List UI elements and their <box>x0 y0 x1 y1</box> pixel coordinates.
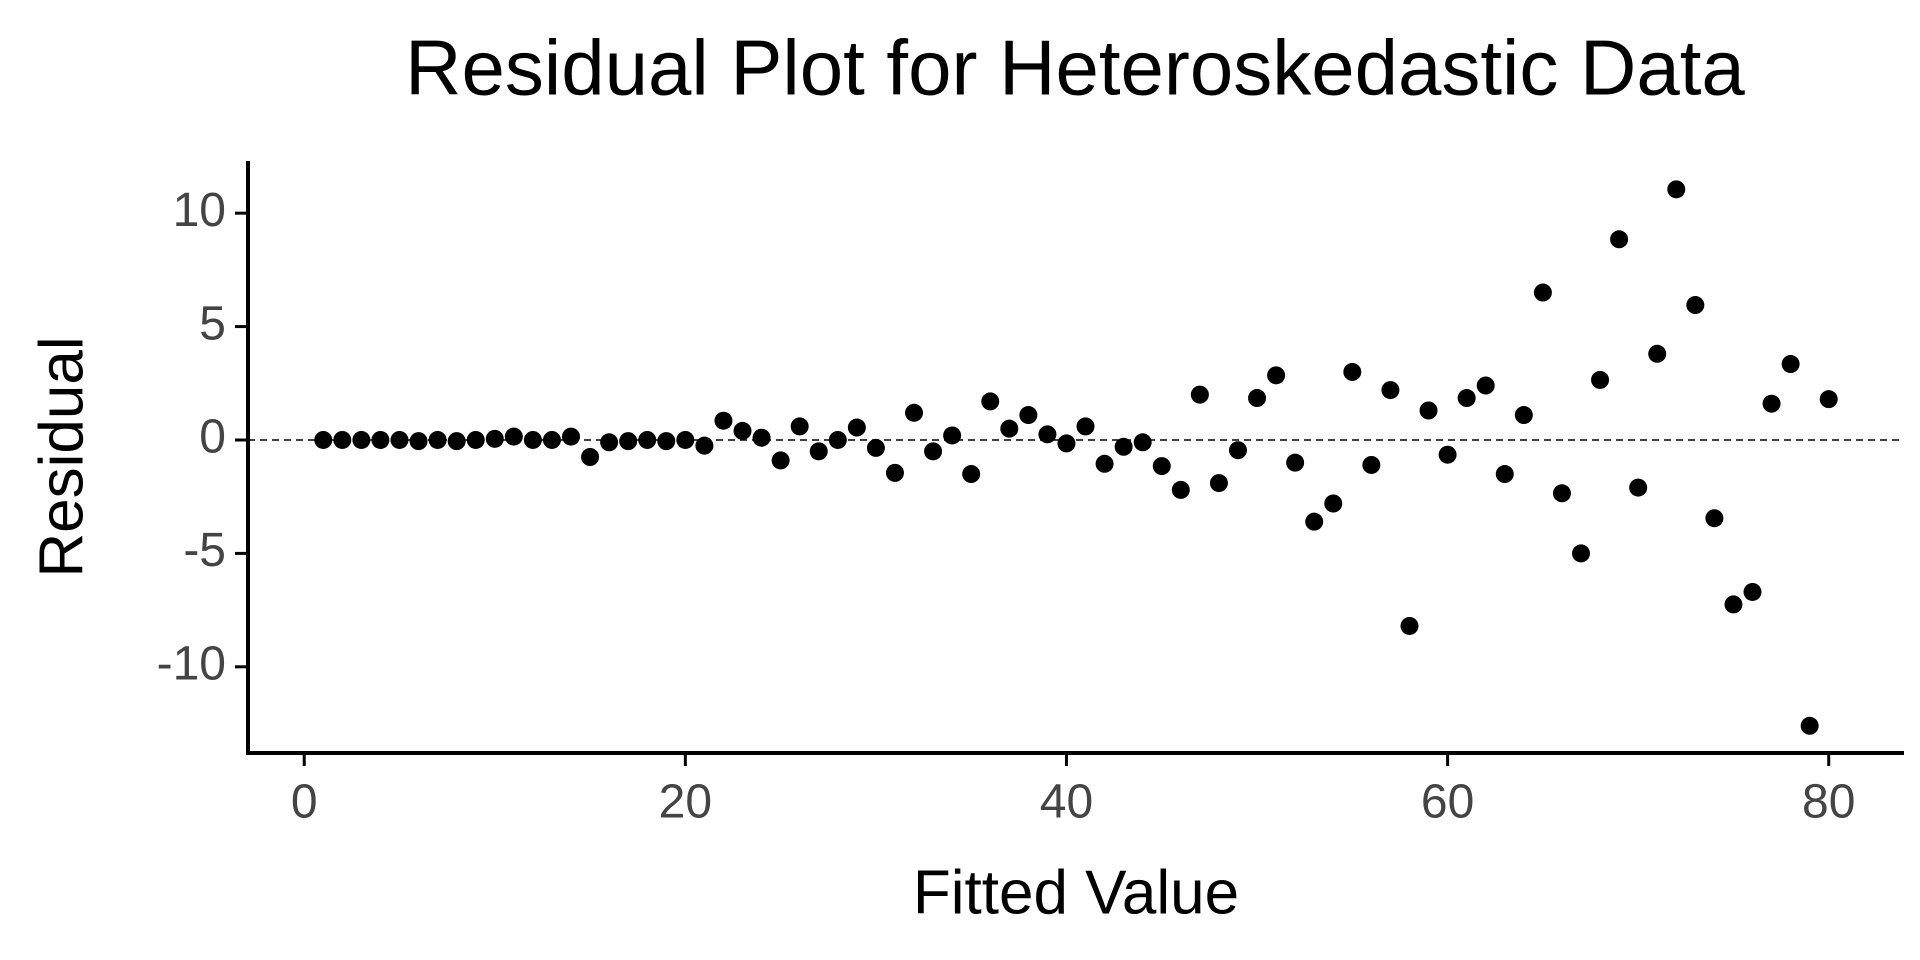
point <box>1228 441 1247 460</box>
point <box>1038 425 1057 444</box>
point <box>619 432 638 451</box>
point <box>447 432 466 451</box>
point <box>1743 582 1762 601</box>
y-tick-label: -10 <box>157 637 226 690</box>
point <box>1209 474 1228 493</box>
point <box>485 429 504 448</box>
point <box>1667 180 1686 199</box>
point <box>1552 484 1571 503</box>
point <box>1648 344 1667 363</box>
point <box>1324 494 1343 513</box>
point <box>1514 406 1533 425</box>
point <box>733 421 752 440</box>
point <box>314 430 333 449</box>
point <box>905 403 924 422</box>
point <box>1591 370 1610 389</box>
y-tick-label: 10 <box>173 184 226 237</box>
point <box>1400 616 1419 635</box>
x-tick-label: 80 <box>1802 776 1855 829</box>
point <box>466 430 485 449</box>
x-axis-label: Fitted Value <box>913 858 1239 927</box>
y-tick-label: -5 <box>183 524 226 577</box>
point <box>1152 457 1171 476</box>
point <box>1362 455 1381 474</box>
point <box>371 430 390 449</box>
point <box>1133 433 1152 452</box>
point <box>1781 355 1800 374</box>
point <box>657 432 676 451</box>
point <box>1419 401 1438 420</box>
x-tick-label: 0 <box>291 776 318 829</box>
point <box>866 438 885 457</box>
point <box>1019 406 1038 425</box>
point <box>1800 716 1819 735</box>
point <box>600 433 619 452</box>
point <box>1248 389 1267 408</box>
point <box>1610 230 1629 249</box>
point <box>428 430 447 449</box>
point <box>1476 376 1495 395</box>
point <box>790 417 809 436</box>
x-tick-label: 20 <box>659 776 712 829</box>
point <box>714 411 733 430</box>
point <box>1629 478 1648 497</box>
point <box>1571 544 1590 563</box>
y-axis-label: Residual <box>27 336 96 577</box>
point <box>1819 390 1838 409</box>
point <box>1438 445 1457 464</box>
point <box>504 427 523 446</box>
point <box>1095 454 1114 473</box>
point <box>1457 389 1476 408</box>
point <box>1495 465 1514 484</box>
point <box>943 426 962 445</box>
point <box>695 436 714 455</box>
point <box>1381 381 1400 400</box>
point <box>1762 394 1781 413</box>
point <box>1686 296 1705 315</box>
point <box>1286 453 1305 472</box>
point <box>1000 419 1019 438</box>
point <box>390 430 409 449</box>
point <box>1343 362 1362 381</box>
point <box>542 430 561 449</box>
point <box>771 451 790 470</box>
point <box>1076 417 1095 436</box>
point <box>562 427 581 446</box>
point <box>924 442 943 461</box>
point <box>676 430 695 449</box>
point <box>962 465 981 484</box>
point <box>1305 512 1324 531</box>
point <box>1533 283 1552 302</box>
point <box>828 430 847 449</box>
point <box>409 432 428 451</box>
point <box>752 428 771 447</box>
point <box>1705 509 1724 528</box>
y-tick-label: 5 <box>199 297 226 350</box>
x-tick-label: 60 <box>1421 776 1474 829</box>
point <box>1267 366 1286 385</box>
x-tick-label: 40 <box>1040 776 1093 829</box>
point <box>1190 385 1209 404</box>
point <box>885 463 904 482</box>
point <box>333 430 352 449</box>
point <box>1057 434 1076 453</box>
point <box>523 430 542 449</box>
point <box>847 418 866 437</box>
chart-title: Residual Plot for Heteroskedastic Data <box>405 24 1745 112</box>
point <box>581 448 600 466</box>
point <box>352 430 371 449</box>
point <box>1724 595 1743 614</box>
point <box>981 392 1000 411</box>
y-tick-label: 0 <box>199 411 226 464</box>
point <box>638 430 657 449</box>
point <box>1171 480 1190 499</box>
point <box>1114 437 1133 456</box>
point <box>809 442 828 461</box>
